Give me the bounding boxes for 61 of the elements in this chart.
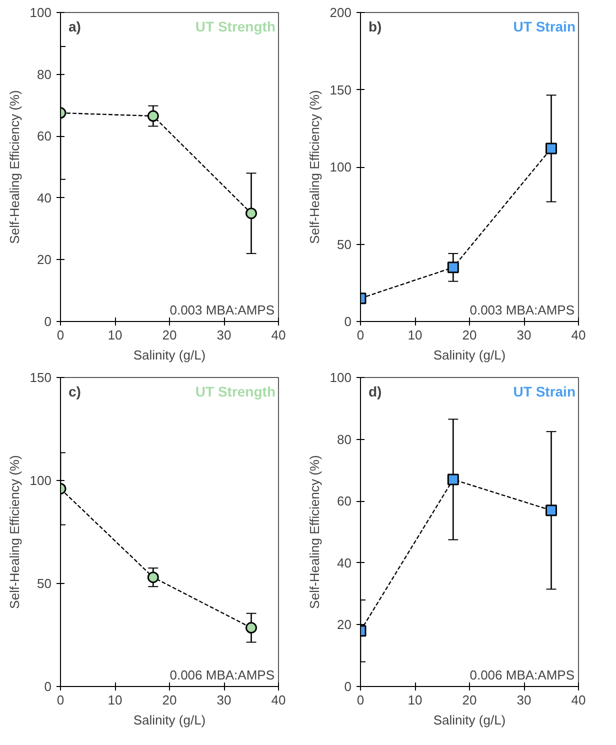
y-axis-title: Self-Healing Efficiency (%) xyxy=(6,455,22,609)
x-tick-label: 10 xyxy=(408,328,422,342)
annotation: 0.003 MBA:AMPS xyxy=(470,302,575,318)
annotation: 0.003 MBA:AMPS xyxy=(170,302,275,318)
y-tick-label: 100 xyxy=(330,370,352,385)
y-tick-label: 0 xyxy=(44,679,52,694)
x-tick-label: 40 xyxy=(271,692,286,708)
x-tick-label: 30 xyxy=(216,692,232,708)
x-axis-title: Salinity (g/L) xyxy=(433,348,506,362)
y-axis-title: Self-Healing Efficiency (%) xyxy=(306,455,322,609)
x-tick-label: 20 xyxy=(462,328,477,342)
x-tick-label: 40 xyxy=(571,328,586,342)
y-tick-label: 80 xyxy=(337,432,352,447)
y-tick-label: 40 xyxy=(337,555,352,570)
text: UT Strength xyxy=(195,18,276,34)
x-tick-label: 10 xyxy=(408,692,422,708)
annotation: 0.006 MBA:AMPS xyxy=(170,668,275,682)
x-tick-label: 40 xyxy=(271,328,286,342)
text: UT Strain xyxy=(513,384,576,400)
annotation: d) xyxy=(368,384,382,400)
x-tick-label: 10 xyxy=(108,692,122,708)
y-tick-label: 80 xyxy=(37,66,52,82)
y-tick-label: 100 xyxy=(30,473,52,488)
x-tick-label: 0 xyxy=(356,328,364,342)
y-tick-label: 60 xyxy=(37,128,52,144)
x-axis-title: Salinity (g/L) xyxy=(433,712,506,728)
text: UT Strain xyxy=(513,18,576,34)
text: UT Strength xyxy=(195,384,276,400)
y-tick-label: 50 xyxy=(337,236,352,252)
y-tick-label: 150 xyxy=(330,82,352,98)
x-tick-label: 30 xyxy=(516,692,532,708)
x-tick-label: 20 xyxy=(462,692,477,708)
y-tick-label: 200 xyxy=(330,5,352,20)
y-tick-label: 100 xyxy=(330,160,352,174)
x-tick-label: 30 xyxy=(516,328,532,342)
y-tick-label: 60 xyxy=(337,494,352,509)
annotation: a) xyxy=(68,18,81,34)
y-axis-title: Self-Healing Efficiency (%) xyxy=(306,90,322,244)
annotation: c) xyxy=(68,384,81,400)
y-tick-label: 40 xyxy=(37,190,52,206)
x-tick-label: 0 xyxy=(356,692,364,708)
x-tick-label: 10 xyxy=(108,328,122,342)
x-axis-title: Salinity (g/L) xyxy=(133,712,206,728)
y-tick-label: 50 xyxy=(37,576,52,591)
y-tick-label: 150 xyxy=(30,370,52,385)
x-tick-label: 0 xyxy=(56,692,64,708)
annotation: 0.006 MBA:AMPS xyxy=(470,668,575,682)
x-tick-label: 0 xyxy=(56,328,64,342)
y-tick-label: 0 xyxy=(44,314,52,329)
y-axis-title: Self-Healing Efficiency (%) xyxy=(6,90,22,244)
x-tick-label: 20 xyxy=(162,328,177,342)
annotation: b) xyxy=(368,18,382,34)
y-tick-label: 20 xyxy=(37,252,52,268)
y-tick-label: 20 xyxy=(337,617,352,632)
x-tick-label: 40 xyxy=(571,692,586,708)
x-tick-label: 20 xyxy=(162,692,177,708)
x-axis-title: Salinity (g/L) xyxy=(133,348,206,362)
x-tick-label: 30 xyxy=(216,328,232,342)
y-tick-label: 0 xyxy=(344,679,352,694)
y-tick-label: 100 xyxy=(30,5,52,20)
y-tick-label: 0 xyxy=(344,314,352,329)
